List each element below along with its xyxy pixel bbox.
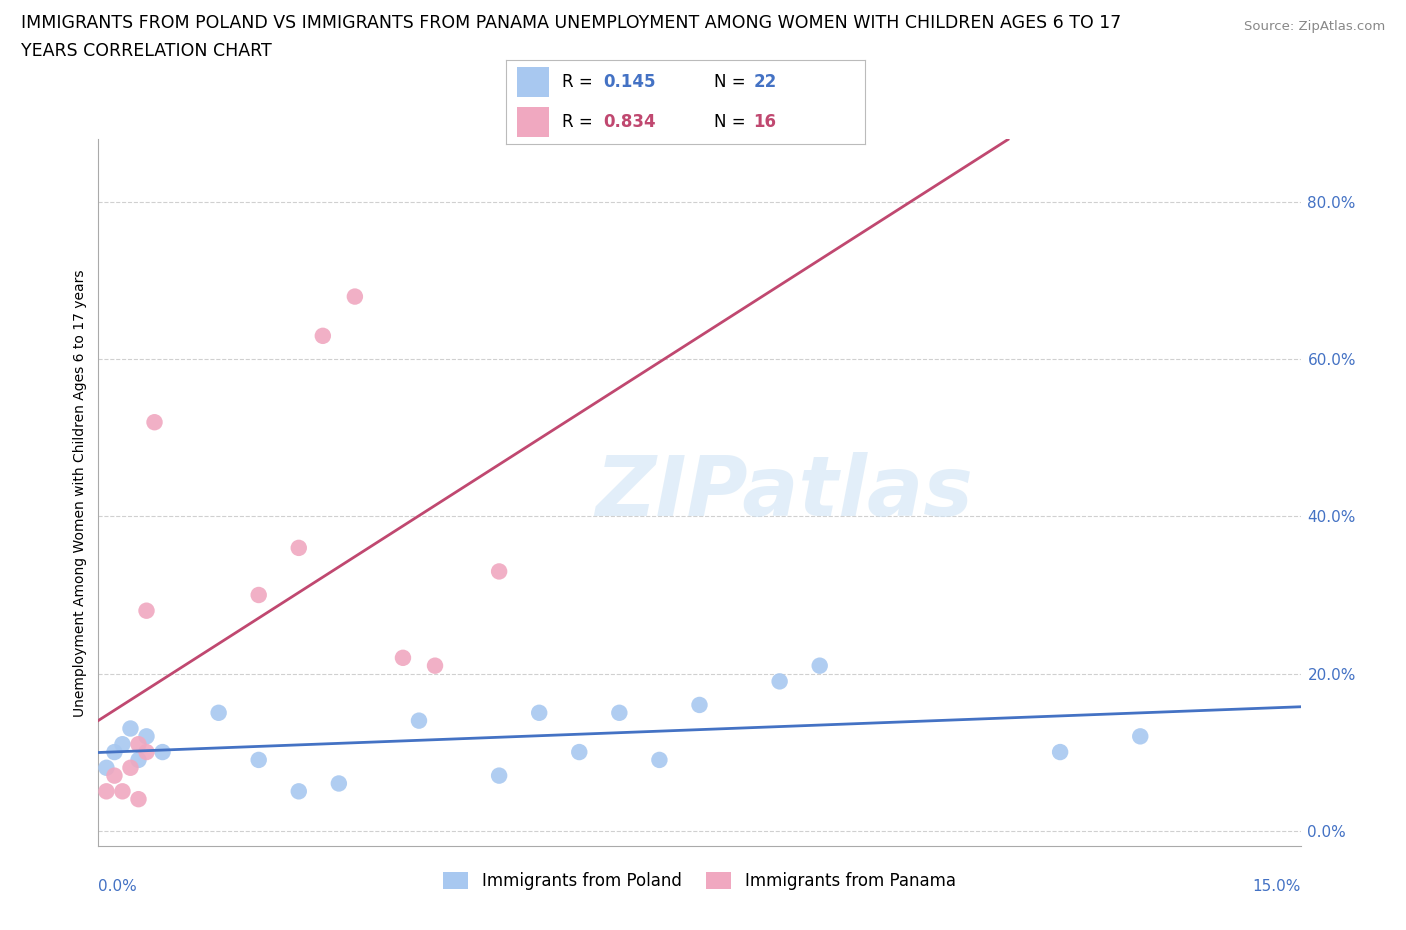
Point (808, 658, 831, 673)
Point (769, 674, 792, 689)
Point (96, 784, 118, 799)
Point (103, 745, 125, 760)
Point (208, 705, 231, 720)
Text: YEARS CORRELATION CHART: YEARS CORRELATION CHART (21, 42, 271, 60)
Point (343, 289, 366, 304)
Point (111, 737, 134, 751)
Point (135, 745, 157, 760)
Point (408, 713, 430, 728)
Point (120, 761, 142, 776)
Point (128, 737, 150, 751)
Point (312, 328, 335, 343)
Point (128, 791, 150, 806)
Text: R =: R = (562, 113, 598, 131)
Point (135, 729, 157, 744)
Point (328, 776, 350, 790)
Point (120, 721, 142, 736)
Text: N =: N = (714, 113, 751, 131)
Text: 22: 22 (754, 73, 776, 91)
Point (288, 540, 311, 555)
Point (96, 761, 118, 776)
Text: 0.0%: 0.0% (98, 879, 138, 894)
Text: Source: ZipAtlas.com: Source: ZipAtlas.com (1244, 20, 1385, 33)
Text: ZIPatlas: ZIPatlas (595, 452, 973, 534)
Point (488, 768, 510, 783)
Point (103, 768, 125, 783)
Point (488, 564, 510, 578)
Point (152, 745, 174, 760)
Point (247, 752, 270, 767)
Point (648, 752, 671, 767)
FancyBboxPatch shape (517, 67, 550, 98)
Point (568, 745, 591, 760)
Point (247, 588, 270, 603)
Legend: Immigrants from Poland, Immigrants from Panama: Immigrants from Poland, Immigrants from … (434, 863, 965, 898)
Point (529, 705, 551, 720)
Text: 15.0%: 15.0% (1253, 879, 1301, 894)
Text: 0.834: 0.834 (603, 113, 655, 131)
Point (423, 658, 446, 673)
Y-axis label: Unemployment Among Women with Children Ages 6 to 17 years: Unemployment Among Women with Children A… (73, 269, 87, 717)
Point (111, 784, 134, 799)
Point (135, 604, 157, 618)
Point (143, 415, 166, 430)
Text: R =: R = (562, 73, 598, 91)
Text: N =: N = (714, 73, 751, 91)
Point (1049, 745, 1071, 760)
Text: 16: 16 (754, 113, 776, 131)
Point (1129, 729, 1152, 744)
Point (609, 705, 631, 720)
Point (128, 752, 150, 767)
Point (689, 698, 711, 712)
Point (392, 650, 415, 665)
Text: IMMIGRANTS FROM POLAND VS IMMIGRANTS FROM PANAMA UNEMPLOYMENT AMONG WOMEN WITH C: IMMIGRANTS FROM POLAND VS IMMIGRANTS FRO… (21, 14, 1122, 32)
Point (288, 784, 311, 799)
Text: 0.145: 0.145 (603, 73, 655, 91)
FancyBboxPatch shape (517, 107, 550, 138)
